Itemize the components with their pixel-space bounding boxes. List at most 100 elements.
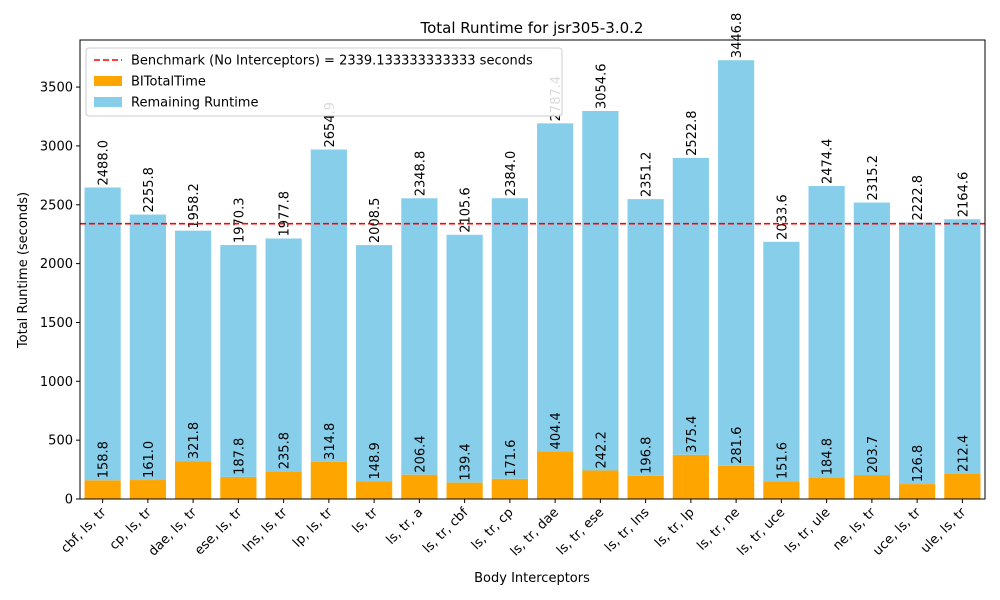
data-label-bitotaltime: 404.4 — [549, 412, 564, 449]
bar-bitotaltime — [627, 475, 664, 499]
x-tick-label: ls, tr, uce — [735, 505, 789, 559]
bar-bitotaltime — [899, 484, 936, 499]
x-tick-label: ls, tr, dae — [508, 505, 562, 559]
data-label-remaining-runtime: 2384.0 — [504, 151, 519, 197]
data-label-remaining-runtime: 2255.8 — [142, 167, 157, 213]
y-tick-label: 1000 — [40, 375, 73, 390]
x-tick-label: uce, ls, tr — [870, 505, 924, 559]
data-label-remaining-runtime: 1958.2 — [187, 183, 202, 229]
data-label-remaining-runtime: 3446.8 — [730, 13, 745, 59]
data-label-bitotaltime: 161.0 — [142, 441, 157, 478]
x-tick-label: ule, ls, tr — [918, 505, 970, 557]
bar-remaining-runtime — [491, 198, 528, 479]
data-label-remaining-runtime: 3054.6 — [594, 63, 609, 109]
data-label-remaining-runtime: 1977.8 — [278, 191, 293, 237]
bar-remaining-runtime — [808, 186, 845, 478]
data-label-bitotaltime: 206.4 — [413, 435, 428, 472]
y-tick-label: 1500 — [40, 316, 73, 331]
data-label-remaining-runtime: 2488.0 — [97, 140, 112, 186]
data-label-remaining-runtime: 2222.8 — [911, 175, 926, 221]
data-label-bitotaltime: 281.6 — [730, 427, 745, 464]
y-tick-label: 3000 — [40, 139, 73, 154]
data-label-bitotaltime: 235.8 — [278, 432, 293, 469]
data-label-remaining-runtime: 1970.3 — [232, 198, 247, 244]
plot-frame — [79, 39, 986, 500]
bar-bitotaltime — [129, 480, 166, 499]
data-label-bitotaltime: 203.7 — [866, 436, 881, 473]
x-tick-label: ls, tr, lp — [652, 505, 697, 550]
bar-remaining-runtime — [356, 245, 393, 482]
bar-bitotaltime — [537, 451, 574, 499]
x-tick-label: lp, ls, tr — [290, 505, 336, 551]
data-label-remaining-runtime: 2474.4 — [821, 139, 836, 185]
chart-title: Total Runtime for jsr305-3.0.2 — [420, 19, 644, 37]
data-label-remaining-runtime: 2033.6 — [775, 194, 790, 240]
data-label-bitotaltime: 314.8 — [323, 423, 338, 460]
bar-bitotaltime — [582, 470, 619, 499]
data-label-bitotaltime: 126.8 — [911, 445, 926, 482]
bar-remaining-runtime — [944, 219, 981, 475]
x-tick-label: ls, tr, cbf — [420, 505, 471, 556]
data-label-bitotaltime: 171.6 — [504, 440, 519, 477]
bar-remaining-runtime — [401, 198, 438, 475]
bar-remaining-runtime — [265, 238, 302, 472]
bar-remaining-runtime — [763, 241, 800, 482]
bar-remaining-runtime — [129, 214, 166, 481]
data-label-remaining-runtime: 2008.5 — [368, 198, 383, 244]
y-axis-title: Total Runtime (seconds) — [16, 192, 31, 349]
y-tick-label: 0 — [65, 493, 73, 508]
bar-remaining-runtime — [718, 60, 755, 466]
legend: Benchmark (No Interceptors) = 2339.13333… — [85, 47, 563, 117]
x-tick-label: lns, ls, tr — [240, 505, 291, 556]
data-label-remaining-runtime: 2351.2 — [640, 152, 655, 198]
legend-box — [85, 47, 563, 117]
data-label-bitotaltime: 196.8 — [640, 437, 655, 474]
x-tick-label: ls, tr — [350, 505, 382, 537]
bar-remaining-runtime — [899, 222, 936, 485]
y-axis: 0 500 1000 1500 2000 2500 3000 3500 — [40, 81, 80, 508]
x-tick-label: ese, ls, tr — [192, 505, 246, 559]
data-label-bitotaltime: 187.8 — [232, 438, 247, 475]
data-label-remaining-runtime: 2522.8 — [685, 110, 700, 156]
data-label-bitotaltime: 139.4 — [459, 443, 474, 480]
bar-remaining-runtime — [537, 123, 574, 452]
bar-bitotaltime — [718, 465, 755, 499]
y-tick-label: 2500 — [40, 198, 73, 213]
legend-benchmark-label: Benchmark (No Interceptors) = 2339.13333… — [131, 54, 533, 69]
plot-area: 158.8 2488.0 161.0 2255.8 321.8 1958.2 187.8 19… — [80, 13, 985, 499]
data-label-bitotaltime: 184.8 — [821, 438, 836, 475]
bar-bitotaltime — [265, 471, 302, 499]
legend-bitotaltime-label: BITotalTime — [131, 75, 206, 90]
bar-bitotaltime — [356, 481, 393, 499]
y-tick-label: 500 — [48, 434, 73, 449]
bar-bitotaltime — [175, 461, 212, 499]
bar-bitotaltime — [853, 475, 890, 499]
data-label-bitotaltime: 212.4 — [956, 435, 971, 472]
data-label-remaining-runtime: 2348.8 — [413, 151, 428, 197]
data-label-bitotaltime: 148.9 — [368, 442, 383, 479]
bar-remaining-runtime — [84, 187, 121, 481]
x-axis-title: Body Interceptors — [474, 571, 590, 586]
bar-remaining-runtime — [582, 110, 619, 471]
bar-remaining-runtime — [446, 234, 483, 483]
data-label-bitotaltime: 375.4 — [685, 416, 700, 453]
x-tick-label: ls, tr, a — [384, 505, 427, 548]
bar-remaining-runtime — [310, 149, 347, 462]
bar-bitotaltime — [310, 461, 347, 499]
bar-bitotaltime — [944, 474, 981, 499]
legend-bitotaltime-swatch — [94, 76, 122, 86]
data-label-remaining-runtime: 2315.2 — [866, 155, 881, 201]
y-tick-label: 2000 — [40, 257, 73, 272]
bar-remaining-runtime — [853, 202, 890, 476]
x-tick-label: ls, tr, ese — [554, 505, 607, 558]
bar-remaining-runtime — [175, 230, 212, 462]
bar-remaining-runtime — [220, 245, 257, 477]
bar-bitotaltime — [491, 478, 528, 499]
bar-remaining-runtime — [672, 157, 709, 455]
data-label-bitotaltime: 151.6 — [775, 442, 790, 479]
bar-remaining-runtime — [627, 199, 664, 476]
bar-bitotaltime — [808, 477, 845, 499]
bar-bitotaltime — [672, 454, 709, 499]
